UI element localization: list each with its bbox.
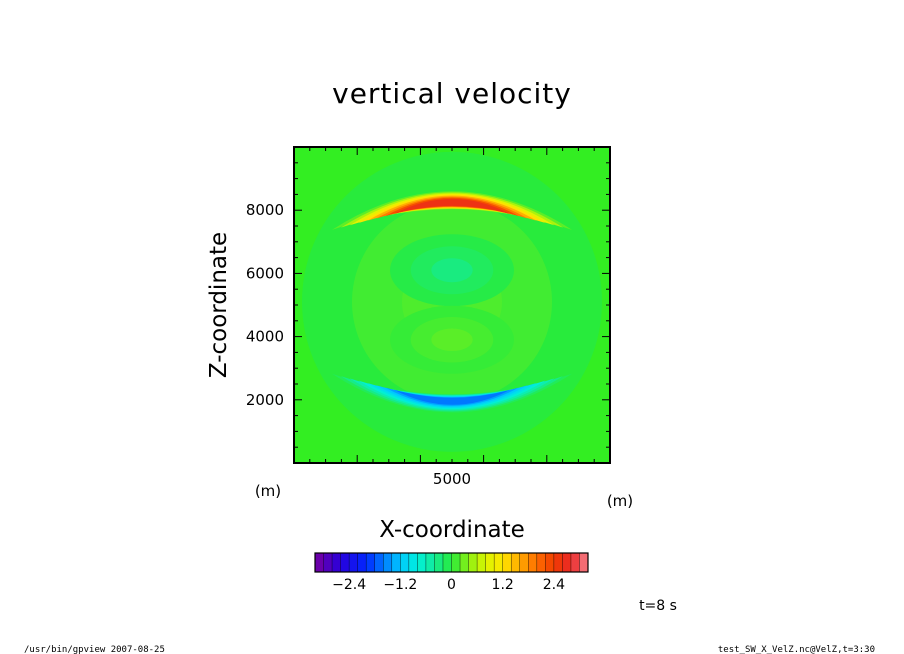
- colorbar-segment: [511, 553, 521, 572]
- colorbar-segment: [400, 553, 410, 572]
- chart-title: vertical velocity: [332, 77, 572, 110]
- upward-lobe-contour: [376, 196, 528, 219]
- downward-lobe-contour: [376, 385, 528, 407]
- colorbar-tick-label: 2.4: [543, 577, 565, 593]
- y-tick-labels: 2000 4000 6000 8000: [246, 201, 284, 409]
- colorbar-segment: [366, 553, 376, 572]
- footer-left: /usr/bin/gpview 2007-08-25: [24, 645, 165, 654]
- upward-lobe-contour: [332, 191, 572, 230]
- y-unit-label: (m): [255, 482, 281, 500]
- colorbar-segment: [340, 553, 350, 572]
- weak-positive-band: [431, 328, 473, 352]
- weak-negative-band: [431, 258, 473, 283]
- downward-lobe-contour: [349, 378, 555, 411]
- time-label: t=8 s: [639, 598, 677, 614]
- colorbar-segment: [442, 553, 452, 572]
- colorbar-segment: [349, 553, 358, 572]
- colorbar-tick-label: 1.2: [492, 577, 514, 593]
- colorbar-segment: [315, 553, 324, 572]
- colorbar-segment: [494, 553, 503, 572]
- colorbar-frame: [314, 552, 589, 573]
- y-tick-label: 6000: [246, 264, 284, 282]
- colorbar-segment: [536, 553, 546, 572]
- y-tick-label: 2000: [246, 391, 284, 409]
- colorbar-tick-label: −1.2: [383, 577, 417, 593]
- upward-lobe-contour: [349, 193, 555, 226]
- x-axis-label: X-coordinate: [379, 517, 525, 543]
- colorbar-segment: [357, 553, 367, 572]
- colorbar-segment: [485, 553, 495, 572]
- colorbar-segment: [383, 553, 393, 572]
- upward-lobe-contour: [367, 195, 537, 221]
- colorbar-segment: [332, 553, 341, 572]
- downward-lobe-contour: [332, 373, 572, 413]
- colorbar-segment: [451, 553, 461, 572]
- y-tick-label: 8000: [246, 201, 284, 219]
- downward-lobe-contour: [367, 382, 537, 409]
- colorbar-segment: [545, 553, 555, 572]
- colorbar-segment: [468, 553, 478, 572]
- downward-lobe-contour: [394, 389, 510, 405]
- colorbar-segment: [477, 553, 486, 572]
- colorbar-segment: [519, 553, 529, 572]
- y-axis-label: Z-coordinate: [206, 232, 232, 378]
- colorbar: [314, 553, 589, 572]
- colorbar-segment: [570, 553, 580, 572]
- x-tick-labels: 5000: [433, 470, 471, 488]
- colorbar-segment: [425, 553, 435, 572]
- colorbar-segment: [434, 553, 444, 572]
- colorbar-segment: [391, 553, 401, 572]
- colorbar-segment: [502, 553, 512, 572]
- colorbar-tick-label: 0: [447, 577, 456, 593]
- footer-right: test_SW_X_VelZ.nc@VelZ,t=3:30: [718, 645, 875, 654]
- upward-lobe-contour: [394, 198, 510, 214]
- downward-lobe-contour: [358, 380, 546, 410]
- y-tick-label: 4000: [246, 328, 284, 346]
- colorbar-segment: [408, 553, 418, 572]
- velocity-field: [294, 147, 610, 463]
- colorbar-tick-labels: −2.4 −1.2 0 1.2 2.4: [332, 577, 565, 593]
- colorbar-segment: [528, 553, 538, 572]
- upward-lobe-contour: [385, 197, 519, 217]
- colorbar-segment: [374, 553, 384, 572]
- colorbar-tick-label: −2.4: [332, 577, 366, 593]
- downward-lobe-contour: [340, 376, 564, 412]
- axis-ticks: [293, 146, 611, 464]
- upward-lobe-contour: [358, 194, 546, 224]
- colorbar-segment: [417, 553, 427, 572]
- x-tick-label: 5000: [433, 470, 471, 488]
- x-unit-label: (m): [607, 492, 633, 510]
- colorbar-segment: [460, 553, 469, 572]
- colorbar-segment: [579, 553, 589, 572]
- downward-lobe-contour: [385, 387, 519, 406]
- colorbar-segment: [553, 553, 563, 572]
- colorbar-segment: [323, 553, 333, 572]
- colorbar-segment: [562, 553, 572, 572]
- upward-lobe-contour: [340, 192, 564, 228]
